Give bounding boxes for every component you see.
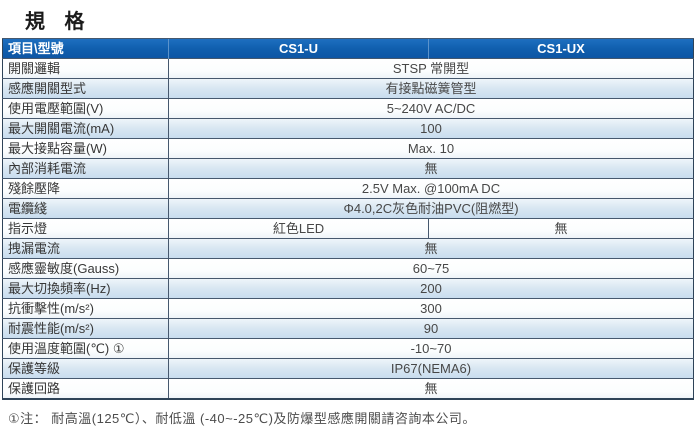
table-row-shock-resistance: 抗衝擊性(m/s²) 300 <box>2 298 694 319</box>
table-header-row: 項目\型號 CS1-U CS1-UX <box>2 38 694 59</box>
row-value: 90 <box>168 318 694 339</box>
row-label: 殘餘壓降 <box>2 178 169 199</box>
table-row-max-contact-capacity: 最大接點容量(W) Max. 10 <box>2 138 694 159</box>
row-label: 電纜綫 <box>2 198 169 219</box>
row-label: 使用電壓範圍(V) <box>2 98 169 119</box>
table-row-internal-consumption: 內部消耗電流 無 <box>2 158 694 179</box>
row-label: 保護等級 <box>2 358 169 379</box>
row-label: 開關邏輯 <box>2 58 169 79</box>
row-value-cs1-u: 紅色LED <box>168 218 429 239</box>
table-row-switch-logic: 開關邏輯 STSP 常開型 <box>2 58 694 79</box>
page-title: 規 格 <box>25 11 92 33</box>
row-label: 最大接點容量(W) <box>2 138 169 159</box>
row-value: STSP 常開型 <box>168 58 694 79</box>
table-row-voltage-range: 使用電壓範圍(V) 5~240V AC/DC <box>2 98 694 119</box>
row-value: 無 <box>168 238 694 259</box>
table-row-protection-class: 保護等級 IP67(NEMA6) <box>2 358 694 379</box>
row-value: IP67(NEMA6) <box>168 358 694 379</box>
row-value-cs1-ux: 無 <box>428 218 694 239</box>
table-row-sensitivity: 感應靈敏度(Gauss) 60~75 <box>2 258 694 279</box>
row-value: 無 <box>168 378 694 399</box>
row-value: 300 <box>168 298 694 319</box>
row-label: 感應開關型式 <box>2 78 169 99</box>
footnote: ①注： 耐高溫(125℃）、耐低溫 (-40~-25℃)及防爆型感應開關請咨詢本… <box>8 411 476 426</box>
table-row-leakage-current: 拽漏電流 無 <box>2 238 694 259</box>
table-row-cable: 電纜綫 Φ4.0,2C灰色耐油PVC(阻燃型) <box>2 198 694 219</box>
table-row-max-switching-frequency: 最大切換頻率(Hz) 200 <box>2 278 694 299</box>
row-label: 拽漏電流 <box>2 238 169 259</box>
row-value: 100 <box>168 118 694 139</box>
table-row-temperature-range: 使用溫度範圍(℃) ① -10~70 <box>2 338 694 359</box>
row-label: 內部消耗電流 <box>2 158 169 179</box>
table-row-vibration-resistance: 耐震性能(m/s²) 90 <box>2 318 694 339</box>
row-label: 保護回路 <box>2 378 169 399</box>
row-value: 2.5V Max. @100mA DC <box>168 178 694 199</box>
row-label: 耐震性能(m/s²) <box>2 318 169 339</box>
row-label: 感應靈敏度(Gauss) <box>2 258 169 279</box>
row-value: 200 <box>168 278 694 299</box>
row-value: 60~75 <box>168 258 694 279</box>
row-value: 5~240V AC/DC <box>168 98 694 119</box>
row-value: 無 <box>168 158 694 179</box>
column-header-cs1-ux: CS1-UX <box>428 38 694 59</box>
column-header-item-model: 項目\型號 <box>2 38 169 59</box>
table-row-protection-circuit: 保護回路 無 <box>2 378 694 399</box>
row-value: 有接點磁簧管型 <box>168 78 694 99</box>
column-header-cs1-u: CS1-U <box>168 38 429 59</box>
row-value: Φ4.0,2C灰色耐油PVC(阻燃型) <box>168 198 694 219</box>
row-value: Max. 10 <box>168 138 694 159</box>
table-row-sensor-type: 感應開關型式 有接點磁簧管型 <box>2 78 694 99</box>
table-row-max-switching-current: 最大開關電流(mA) 100 <box>2 118 694 139</box>
row-label: 指示燈 <box>2 218 169 239</box>
row-label: 抗衝擊性(m/s²) <box>2 298 169 319</box>
row-value: -10~70 <box>168 338 694 359</box>
row-label: 最大開關電流(mA) <box>2 118 169 139</box>
table-row-indicator-light: 指示燈 紅色LED 無 <box>2 218 694 239</box>
row-label: 使用溫度範圍(℃) ① <box>2 338 169 359</box>
spec-table: 項目\型號 CS1-U CS1-UX 開關邏輯 STSP 常開型 感應開關型式 … <box>2 38 694 400</box>
row-label: 最大切換頻率(Hz) <box>2 278 169 299</box>
table-row-residual-voltage-drop: 殘餘壓降 2.5V Max. @100mA DC <box>2 178 694 199</box>
